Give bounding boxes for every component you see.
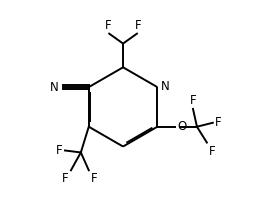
Text: F: F xyxy=(135,19,141,32)
Text: F: F xyxy=(209,145,215,158)
Text: F: F xyxy=(55,144,62,157)
Text: F: F xyxy=(190,94,196,107)
Text: F: F xyxy=(91,172,97,185)
Text: F: F xyxy=(215,116,221,129)
Text: N: N xyxy=(50,81,59,94)
Text: N: N xyxy=(160,80,169,93)
Text: O: O xyxy=(178,120,187,133)
Text: F: F xyxy=(105,19,111,32)
Text: F: F xyxy=(62,172,69,185)
